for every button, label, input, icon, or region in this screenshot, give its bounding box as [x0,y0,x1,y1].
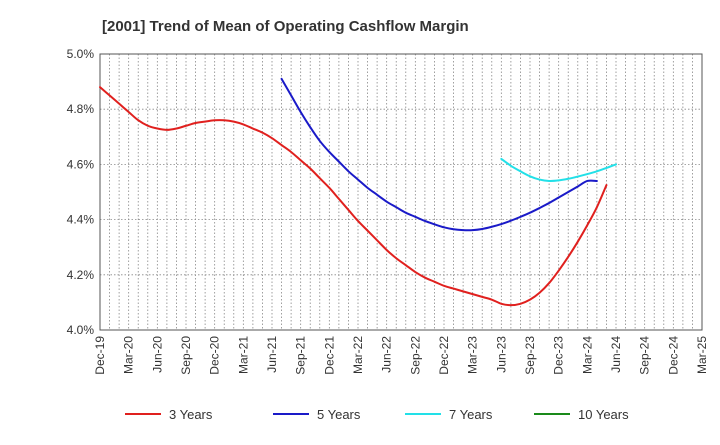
legend-label-5-years: 5 Years [317,407,361,422]
legend-label-3-years: 3 Years [169,407,213,422]
x-tick-label: Dec-24 [666,336,680,375]
x-tick-label: Jun-21 [265,336,279,373]
plot-frame [99,53,703,331]
x-tick-label: Dec-22 [437,336,451,375]
legend-item-3-years: 3 Years [125,407,213,422]
x-tick-label: Jun-23 [494,336,508,373]
x-tick-label: Sep-24 [638,336,652,375]
x-tick-label: Mar-24 [580,336,594,374]
legend-label-10-years: 10 Years [578,407,629,422]
x-tick-label: Dec-19 [93,336,107,375]
x-tick-label: Sep-23 [523,336,537,375]
axis-layer: 4.0% 4.2% 4.4% 4.6% 4.8% 5.0% Dec-19 Mar-20 Jun-… [67,47,709,375]
x-tick-label: Mar-23 [466,336,480,374]
x-tick-label: Mar-22 [351,336,365,374]
y-tick-label: 4.0% [67,323,95,337]
y-tick-label: 4.4% [67,213,95,227]
x-tick-label: Sep-22 [408,336,422,375]
x-tick-label: Sep-20 [179,336,193,375]
y-tick-label: 4.6% [67,157,95,171]
x-tick-label: Mar-20 [122,336,136,374]
legend-item-7-years: 7 Years [405,407,493,422]
series-line-3-years [99,86,608,307]
y-tick-label: 5.0% [67,47,95,61]
x-tick-label: Dec-20 [208,336,222,375]
legend: 3 Years 5 Years 7 Years 10 Years [125,407,629,422]
series-layer [99,77,617,307]
legend-label-7-years: 7 Years [449,407,493,422]
plot-area [100,54,702,330]
x-tick-label: Jun-20 [150,336,164,373]
chart-title: [2001] Trend of Mean of Operating Cashfl… [102,18,469,35]
legend-item-5-years: 5 Years [273,407,361,422]
x-tick-label: Jun-22 [380,336,394,373]
legend-item-10-years: 10 Years [534,407,629,422]
x-tick-label: Sep-21 [294,336,308,375]
series-line-5-years [280,77,598,232]
y-tick-label: 4.8% [67,102,95,116]
x-tick-label: Mar-25 [695,336,709,374]
series-line-7-years [500,157,617,182]
grid-layer [100,53,702,330]
x-tick-label: Dec-23 [552,336,566,375]
x-tick-label: Dec-21 [322,336,336,375]
x-tick-label: Jun-24 [609,336,623,373]
x-tick-label: Mar-21 [236,336,250,374]
y-tick-label: 4.2% [67,268,95,282]
